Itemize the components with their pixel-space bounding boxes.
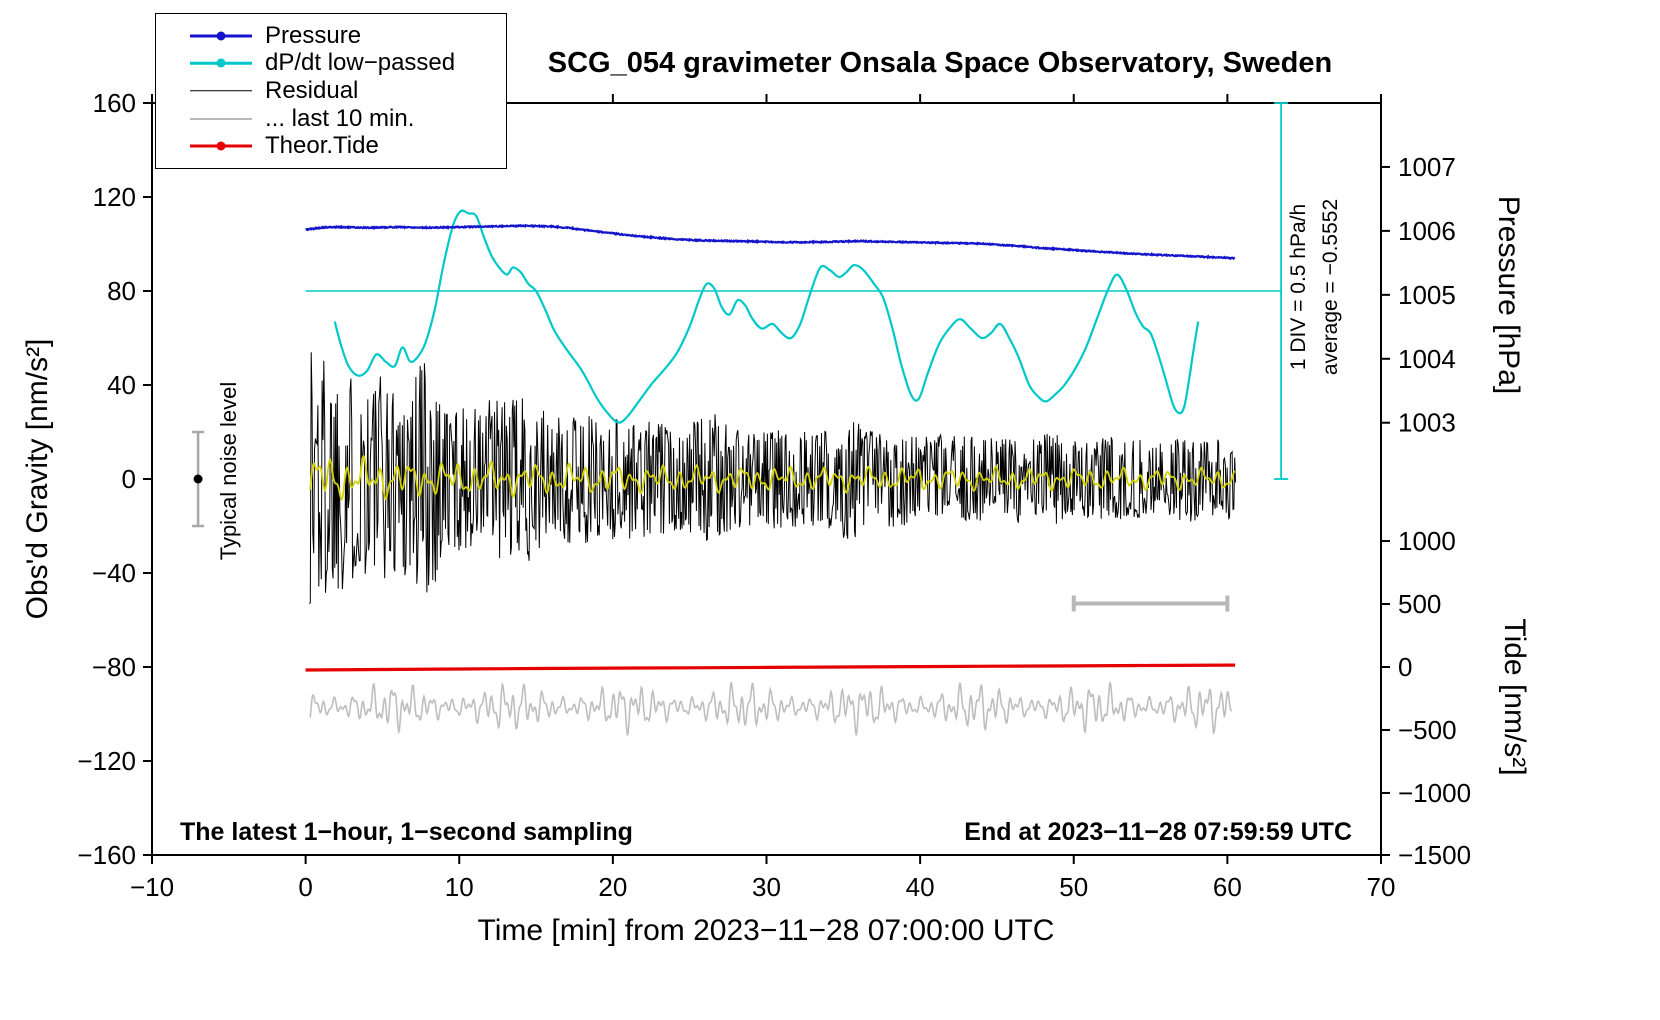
y-left-tick-label: 160 [93,88,136,118]
x-tick-label: 0 [298,872,312,902]
residual-lowpass-series [309,455,1236,502]
residual-series [309,352,1236,605]
tide-tick-label: 0 [1398,652,1412,682]
noise-level-dot [193,474,203,484]
pressure-line-sample-icon [190,30,252,41]
y-left-tick-label: 40 [107,370,136,400]
legend-label: Residual [265,76,359,104]
end-time-label: End at 2023−11−28 07:59:59 UTC [964,818,1352,846]
pressure-tick-label: 1005 [1398,280,1456,310]
last10-series [309,681,1233,736]
dpdt-div-scale-label: 1 DIV = 0.5 hPa/h [1287,203,1310,371]
y-left-tick-label: −40 [92,558,136,588]
dpdt-series [333,209,1200,424]
legend-label: ... last 10 min. [265,104,415,132]
dpdt-average-label: average = −0.5552 [1319,198,1342,376]
tide-axis-title: Tide [nm/s²] [1498,618,1531,776]
y-left-tick-label: 0 [122,464,136,494]
tide-series [305,663,1236,672]
pressure-tick-label: 1006 [1398,216,1456,246]
pressure-series [305,223,1236,261]
x-axis-title: Time [min] from 2023−11−28 07:00:00 UTC [477,914,1055,947]
x-tick-label: 60 [1213,872,1242,902]
page-title: SCG_054 gravimeter Onsala Space Observat… [547,47,1333,79]
tide-tick-label: −1000 [1398,778,1471,808]
x-tick-label: 50 [1059,872,1088,902]
y-left-tick-label: −80 [92,652,136,682]
legend-item-dpdt: dP/dt low−passed [190,51,506,75]
x-tick-label: 20 [598,872,627,902]
x-tick-label: 40 [906,872,935,902]
x-tick-label: 30 [752,872,781,902]
pressure-tick-label: 1003 [1398,408,1456,438]
y-left-tick-label: −160 [77,840,136,870]
dpdt-line-sample-icon [190,58,252,69]
pressure-axis-title: Pressure [hPa] [1492,195,1525,395]
legend: Pressure dP/dt low−passed Residual ... l… [155,13,507,169]
y-left-tick-label: −120 [77,746,136,776]
y-left-tick-label: 80 [107,276,136,306]
tide-line-sample-icon [190,141,252,152]
legend-item-last10: ... last 10 min. [190,104,506,132]
sampling-info-label: The latest 1−hour, 1−second sampling [180,818,633,846]
tide-tick-label: 1000 [1398,526,1456,556]
legend-label: Pressure [265,21,362,49]
tide-tick-label: 500 [1398,589,1441,619]
pressure-tick-label: 1007 [1398,152,1456,182]
pressure-tick-label: 1004 [1398,344,1456,374]
legend-item-tide: Theor.Tide [190,134,506,158]
residual-line-sample-icon [190,85,252,96]
legend-item-residual: Residual [190,76,506,104]
x-tick-label: 10 [445,872,474,902]
x-tick-label: −10 [130,872,174,902]
x-tick-label: 70 [1367,872,1396,902]
tide-tick-label: −1500 [1398,840,1471,870]
tide-tick-label: −500 [1398,715,1457,745]
y-left-axis-title: Obs'd Gravity [nm/s²] [21,338,54,620]
y-left-tick-label: 120 [93,182,136,212]
last10-line-sample-icon [190,113,252,124]
legend-item-pressure: Pressure [190,21,506,49]
typical-noise-level-label: Typical noise level [216,381,241,561]
legend-label: Theor.Tide [265,132,379,160]
legend-label: dP/dt low−passed [265,49,456,77]
